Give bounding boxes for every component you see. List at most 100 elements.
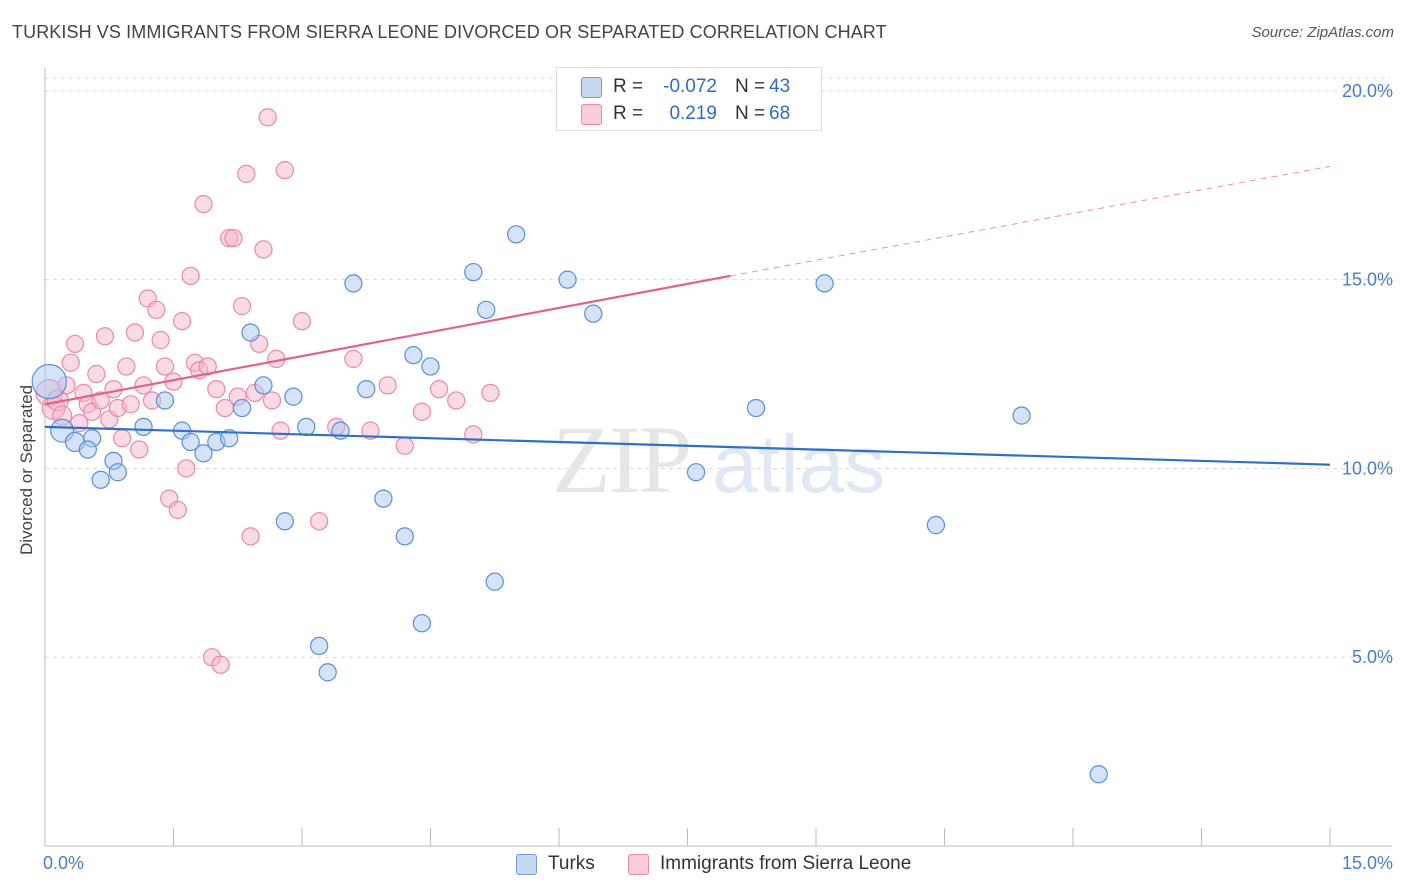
turks-point	[155, 391, 175, 410]
sierra-leone-point	[117, 357, 136, 376]
watermark: ZIP atlas	[552, 406, 885, 513]
sierra-leone-point	[481, 383, 500, 403]
source-label: Source: ZipAtlas.com	[1251, 24, 1394, 41]
turks-point	[1012, 406, 1031, 425]
sierra-leone-point	[91, 391, 110, 410]
sierra-leone-point	[262, 391, 282, 410]
turks-point	[232, 398, 252, 418]
r-value: 0.219	[669, 103, 717, 124]
sierra-leone-point	[61, 353, 80, 372]
n-label: N =	[735, 76, 766, 97]
sierra-leone-point	[95, 327, 115, 346]
sierra-leone-point	[378, 376, 397, 395]
sierra-leone-point	[147, 300, 166, 320]
axes	[44, 68, 1392, 847]
turks-point	[357, 380, 376, 399]
sierra-leone-point	[395, 436, 414, 455]
sierra-leone-point	[429, 380, 449, 399]
sierra-leone-swatch	[581, 104, 602, 125]
sierra-leone-point	[172, 312, 192, 331]
turks-point	[412, 614, 432, 633]
turks-point	[91, 470, 110, 489]
n-value: 68	[769, 103, 791, 124]
sierra-leone-point	[344, 349, 363, 369]
turks-point	[558, 270, 577, 289]
turks-point	[404, 346, 423, 365]
sierra-leone-point	[168, 500, 187, 520]
sierra-leone-point	[151, 330, 170, 350]
sierra-leone-point	[241, 527, 260, 546]
turks-point	[220, 429, 239, 448]
sierra-leone-point	[104, 380, 123, 399]
n-label: N =	[735, 103, 766, 124]
sierra-leone-trend-line	[44, 274, 731, 406]
sierra-leone-point	[211, 655, 230, 674]
sierra-leone-point	[130, 440, 149, 459]
sierra-leone-point	[258, 108, 277, 127]
sierra-leone-point	[87, 364, 106, 384]
sierra-leone-point	[412, 402, 432, 421]
turks-point	[275, 512, 295, 531]
y-tick-label: 10.0%	[1342, 458, 1393, 478]
sierra-leone-point	[447, 391, 466, 410]
sierra-leone-point	[194, 194, 213, 214]
tick-labels: 5.0% 10.0% 15.0% 20.0% 0.0% 15.0%	[43, 81, 1393, 873]
sierra-leone-trend-extension	[730, 165, 1331, 277]
y-tick-label: 20.0%	[1342, 81, 1393, 101]
sierra-leone-point	[177, 459, 196, 478]
turks-point	[108, 463, 127, 482]
sierra-leone-point	[198, 357, 217, 376]
turks-point	[374, 489, 393, 508]
sierra-leone-point	[125, 323, 145, 342]
turks-swatch	[516, 854, 537, 875]
r-label: R =	[613, 103, 644, 124]
r-label: R =	[613, 76, 644, 97]
sierra-leone-point	[271, 421, 290, 440]
turks-point	[421, 357, 440, 376]
y-tick-label: 5.0%	[1352, 647, 1393, 667]
sierra-leone-point	[232, 296, 252, 316]
turks-point	[344, 274, 363, 293]
turks-point	[464, 262, 483, 282]
turks-point	[507, 225, 526, 244]
turks-point	[194, 444, 213, 463]
y-axis-label: Divorced or Separated	[17, 385, 36, 555]
sierra-leone-point	[65, 334, 85, 353]
sierra-leone-point	[361, 421, 380, 440]
sierra-leone-point	[275, 161, 295, 180]
sierra-leone-point	[309, 512, 329, 531]
turks-point	[241, 323, 260, 342]
sierra-leone-point	[254, 240, 273, 259]
turks-point	[485, 572, 504, 591]
turks-point	[134, 417, 153, 437]
legend-label: Immigrants from Sierra Leone	[660, 853, 912, 874]
turks-points	[31, 225, 1108, 784]
turks-point	[395, 527, 414, 546]
turks-point	[318, 663, 337, 682]
legend-row-sierra-leone: R = 0.219 N = 68	[557, 101, 821, 127]
turks-swatch	[581, 77, 602, 98]
sierra-leone-swatch	[628, 854, 649, 875]
correlation-legend: R = -0.072 N = 43 R = 0.219 N = 68	[556, 67, 822, 131]
sierra-leone-point	[207, 380, 226, 399]
turks-point	[31, 363, 67, 400]
sierra-leone-point	[181, 266, 200, 286]
sierra-leone-point	[112, 429, 132, 448]
sierra-leone-point	[292, 312, 312, 331]
turks-point	[746, 398, 766, 418]
sierra-leone-point	[237, 164, 256, 184]
turks-point	[78, 440, 97, 459]
turks-point	[686, 463, 706, 482]
sierra-leone-point	[155, 357, 175, 376]
x-tick-label: 15.0%	[1342, 853, 1393, 873]
y-tick-label: 15.0%	[1342, 270, 1393, 290]
sierra-leone-point	[121, 395, 140, 414]
turks-point	[284, 387, 303, 406]
chart-title: TURKISH VS IMMIGRANTS FROM SIERRA LEONE …	[12, 22, 887, 42]
turks-point	[926, 515, 946, 535]
turks-point	[1089, 765, 1108, 784]
r-value: -0.072	[663, 76, 717, 97]
turks-trend-line	[44, 425, 1331, 466]
sierra-leone-point	[224, 228, 243, 248]
